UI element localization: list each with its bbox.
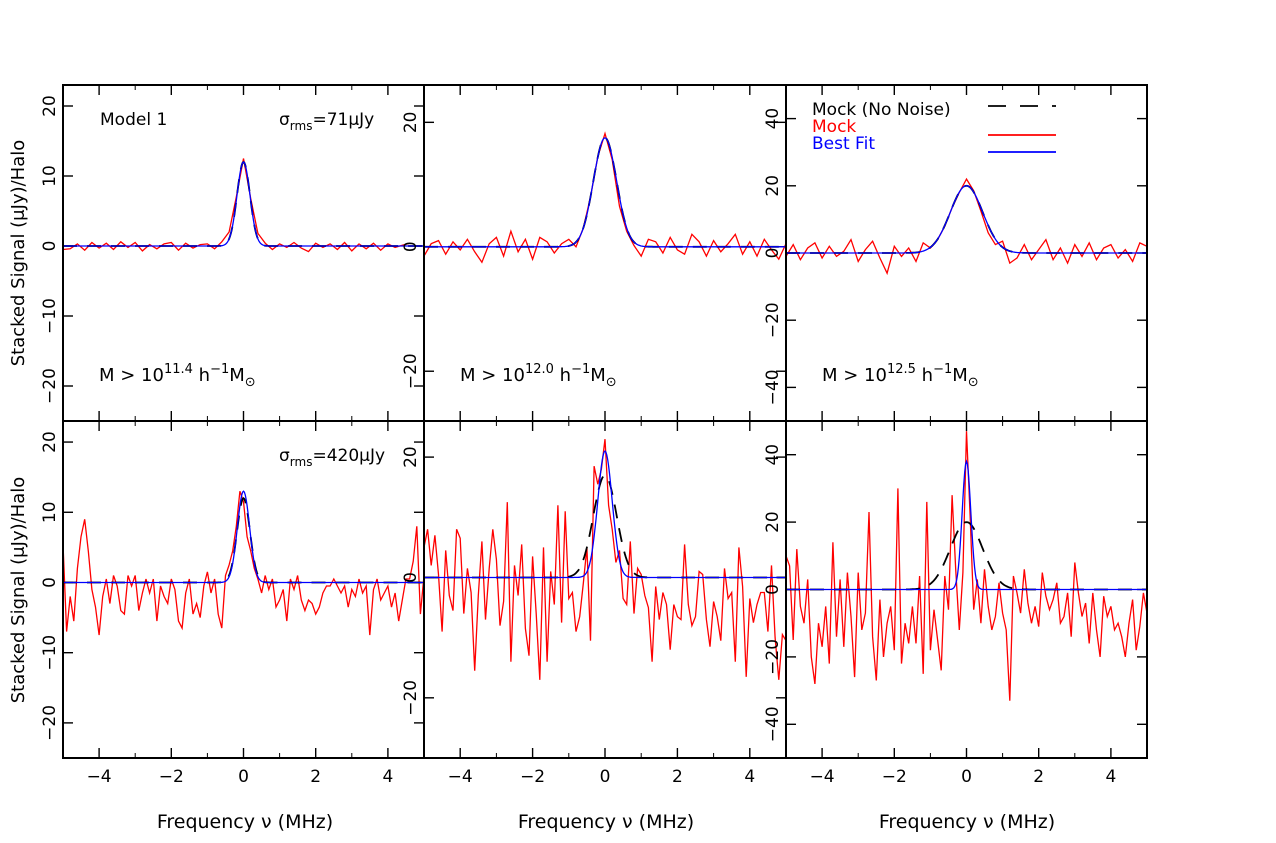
y-tick-label: 20 (401, 446, 421, 468)
y-axis-label-top: Stacked Signal (μJy)/Halo (8, 140, 29, 367)
panel-frame (785, 420, 1148, 759)
y-tick-label: −40 (763, 706, 783, 742)
x-tick-label: 2 (1033, 767, 1044, 787)
y-tick-label: −20 (763, 639, 783, 675)
y-tick-label: 0 (40, 577, 60, 588)
model-label: Model 1 (100, 110, 167, 130)
series-mock-no-noise-line (63, 160, 424, 247)
y-tick-label: 10 (40, 165, 60, 187)
x-tick-label: −4 (87, 767, 112, 787)
series-mock-no-noise-line (786, 184, 1147, 254)
x-axis-label-right: Frequency ν (MHz) (879, 811, 1055, 833)
y-tick-label: 0 (401, 572, 421, 583)
series-mock-no-noise-line (424, 474, 786, 579)
x-tick-label: 4 (1105, 767, 1116, 787)
x-tick-label: 4 (382, 767, 393, 787)
legend-label-mock_no_noise: Mock (No Noise) (812, 100, 951, 120)
series-mock-line (786, 431, 1147, 701)
y-tick-label: 20 (763, 511, 783, 533)
series-mock-line (786, 177, 1147, 276)
x-tick-label: 2 (672, 767, 683, 787)
y-tick-label: 20 (401, 112, 421, 134)
series-mock-line (424, 131, 786, 264)
x-tick-label: −4 (810, 767, 835, 787)
curves (63, 158, 424, 253)
x-tick-label: 0 (961, 767, 972, 787)
series-best-fit-line (63, 161, 424, 247)
y-axis-label-bottom: Stacked Signal (μJy)/Halo (8, 477, 29, 704)
mass-label: M > 1011.4 h−1M⊙ (99, 362, 256, 390)
x-tick-label: −2 (159, 767, 184, 787)
y-tick-label: 0 (763, 584, 783, 595)
curves (786, 177, 1147, 276)
y-tick-label: −20 (401, 353, 421, 389)
curves (424, 131, 786, 264)
x-tick-label: 0 (600, 767, 611, 787)
noise-label: σrms=71μJy (279, 110, 374, 133)
y-tick-label: 40 (763, 108, 783, 130)
y-tick-label: −20 (40, 368, 60, 404)
y-tick-label: 10 (40, 501, 60, 523)
y-tick-label: −40 (763, 369, 783, 405)
x-tick-label: −4 (448, 767, 473, 787)
curves (786, 431, 1147, 701)
x-tick-label: −2 (882, 767, 907, 787)
y-tick-label: 20 (40, 431, 60, 453)
series-best-fit-line (424, 137, 786, 248)
noise-label: σrms=420μJy (279, 446, 385, 469)
panel-top-left: −20 −10 0 10 20 Model 1 σrms=71μJy M > 1011.4 h… (40, 84, 425, 422)
y-tick-label: 20 (763, 175, 783, 197)
y-tick-label: −20 (401, 680, 421, 716)
series-best-fit-line (63, 490, 424, 584)
x-tick-label: 0 (238, 767, 249, 787)
y-tick-label: 0 (763, 248, 783, 259)
x-tick-label: 2 (310, 767, 321, 787)
curves (63, 490, 424, 636)
x-tick-label: 4 (744, 767, 755, 787)
mass-label: M > 1012.5 h−1M⊙ (822, 362, 979, 390)
y-tick-label: 0 (401, 241, 421, 252)
legend-label-mock: Mock (812, 117, 856, 137)
series-mock-no-noise-line (63, 496, 424, 584)
mass-label: M > 1012.0 h−1M⊙ (460, 362, 617, 390)
x-tick-label: −2 (520, 767, 545, 787)
x-axis-label-left: Frequency ν (MHz) (157, 811, 333, 833)
legend-label-best_fit: Best Fit (812, 134, 875, 154)
series-best-fit-line (424, 450, 786, 579)
curves (424, 439, 786, 680)
y-tick-label: −20 (40, 705, 60, 741)
y-tick-label: 0 (40, 241, 60, 252)
series-best-fit-line (786, 185, 1147, 254)
panel-top-middle: −20 0 20 M > 1012.0 h−1M⊙ (401, 84, 787, 422)
y-tick-label: 40 (763, 444, 783, 466)
y-tick-label: −10 (40, 298, 60, 334)
series-mock-line (63, 490, 424, 636)
x-axis-label-middle: Frequency ν (MHz) (518, 811, 694, 833)
y-tick-label: 20 (40, 95, 60, 117)
series-mock-no-noise-line (424, 136, 786, 248)
series-best-fit-line (786, 459, 1147, 591)
y-tick-label: −10 (40, 635, 60, 671)
y-tick-label: −20 (763, 302, 783, 338)
series-mock-line (424, 439, 786, 680)
